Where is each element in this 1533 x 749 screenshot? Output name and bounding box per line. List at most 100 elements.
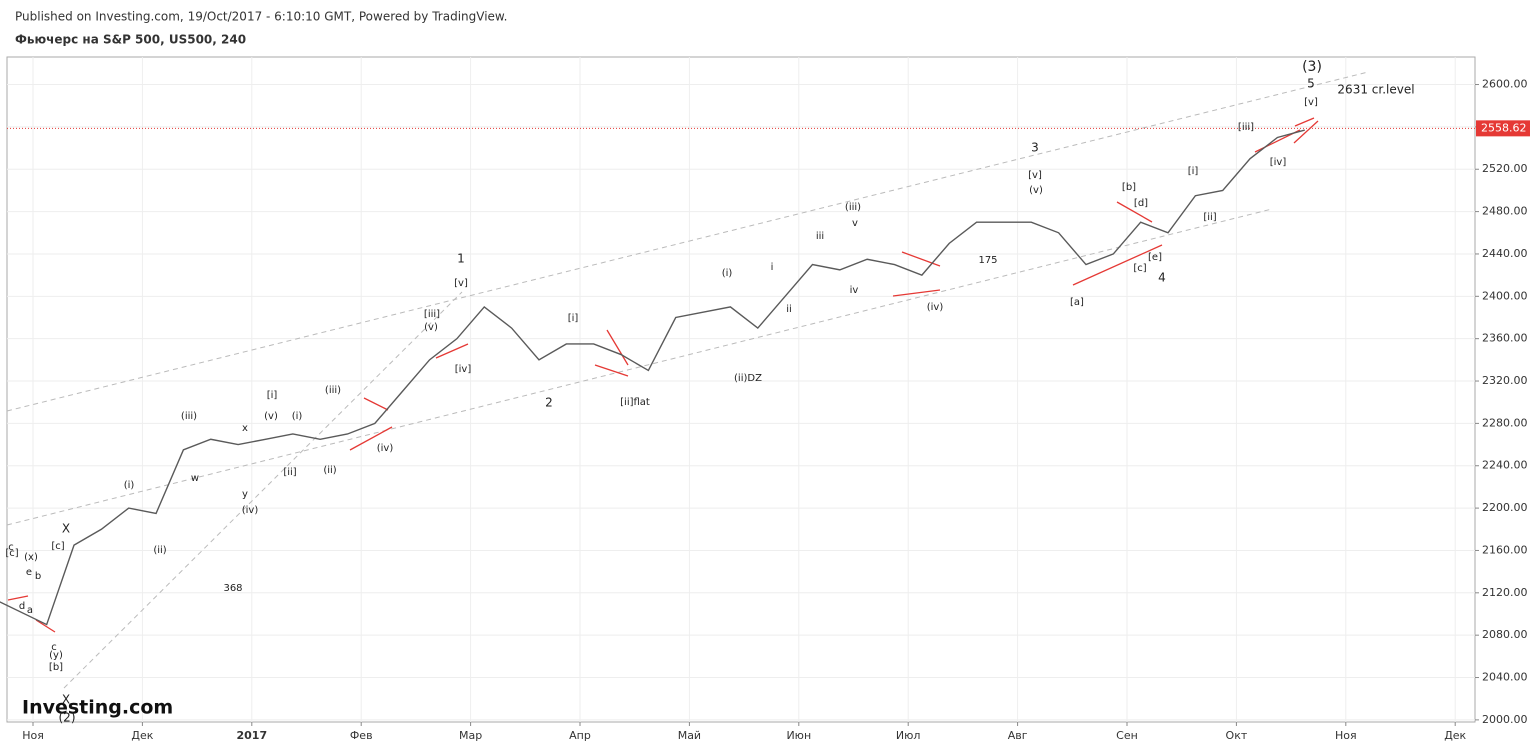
trend-segment	[901, 251, 941, 267]
wave-label: (iv)	[927, 302, 944, 313]
grid	[7, 57, 1475, 722]
y-tick-label: 2040.00	[1482, 671, 1528, 684]
wave-label: [b]	[49, 662, 63, 673]
wave-label: iv	[850, 285, 859, 296]
y-tick-label: 2600.00	[1482, 78, 1528, 91]
trend-segment	[7, 595, 29, 601]
trend-segment	[1293, 120, 1319, 144]
trend-segments	[7, 117, 1319, 633]
x-tick-label: Июл	[896, 729, 921, 742]
wave-label: (ii)DZ	[734, 373, 762, 384]
x-tick-label: Фев	[350, 729, 373, 742]
current-price-box	[1476, 120, 1530, 137]
published-note: Published on Investing.com, 19/Oct/2017 …	[15, 10, 507, 24]
wave-label: 175	[978, 255, 997, 266]
wave-label: [i]	[568, 313, 579, 324]
channel-line	[6, 208, 1273, 526]
wave-label: (2)	[59, 711, 76, 725]
wave-label: (iii)	[181, 411, 197, 422]
wave-label: [iv]	[1270, 157, 1287, 168]
x-tick-label: Дек	[131, 729, 153, 742]
wave-label: [b]	[1122, 182, 1136, 193]
wave-label: 368	[223, 583, 242, 594]
channel-lines	[6, 71, 1369, 689]
y-tick-label: 2240.00	[1482, 459, 1528, 472]
wave-label: [d]	[1134, 198, 1148, 209]
wave-label: c	[8, 542, 14, 553]
x-tick-label: Май	[678, 729, 701, 742]
x-tick-label: Апр	[569, 729, 591, 742]
wave-label: b	[35, 571, 41, 582]
wave-label: [c]	[1133, 263, 1146, 274]
channel-line	[63, 291, 463, 689]
trend-segment	[435, 343, 469, 359]
marks	[0, 129, 1305, 626]
wave-label: (x)	[24, 552, 38, 563]
wave-label: a	[27, 605, 33, 616]
wave-label: 3	[1031, 141, 1039, 155]
trend-segment	[349, 426, 393, 451]
wave-label: [iv]	[455, 364, 472, 375]
wave-label: (i)	[722, 268, 733, 279]
y-tick-label: 2080.00	[1482, 628, 1528, 641]
wave-label: ii	[786, 304, 792, 315]
wave-label: [v]	[454, 278, 468, 289]
trend-segment	[1072, 244, 1163, 286]
wave-label: (v)	[424, 322, 438, 333]
wave-label: (v)	[1029, 185, 1043, 196]
wave-label: 1	[457, 252, 465, 266]
wave-label: [i]	[1188, 166, 1199, 177]
wave-label: v	[852, 218, 858, 229]
trend-segment	[606, 329, 629, 366]
x-tick-label: 2017	[236, 729, 267, 742]
wave-label: 4	[1158, 271, 1166, 285]
trend-segment	[1116, 201, 1153, 223]
logo: Investing.com	[22, 697, 173, 719]
wave-label: [ii]	[1203, 212, 1216, 223]
trend-segment	[892, 289, 941, 297]
x-tick-label: Дек	[1444, 729, 1466, 742]
wave-label: [v]	[1028, 170, 1042, 181]
wave-label: (i)	[292, 411, 303, 422]
plot-frame	[6, 56, 1476, 723]
wave-label: iii	[816, 231, 824, 242]
wave-label: [i]	[267, 390, 278, 401]
trend-segment	[363, 397, 389, 411]
wave-label: 5	[1307, 77, 1315, 91]
price-line	[0, 129, 1305, 626]
wave-label: [iii]	[424, 309, 440, 320]
wave-label: [c]	[5, 548, 18, 559]
current-price-label: 2558.62	[1481, 121, 1527, 134]
wave-label: (iii)	[325, 385, 341, 396]
wave-label: y	[242, 489, 248, 500]
trend-segment	[1294, 117, 1315, 127]
wave-label: X	[62, 693, 70, 707]
x-tick-label: Авг	[1008, 729, 1028, 742]
y-tick-label: 2000.00	[1482, 713, 1528, 726]
x-tick-label: Июн	[786, 729, 811, 742]
wave-label: (iv)	[377, 443, 394, 454]
wave-label: [ii]	[283, 467, 296, 478]
y-tick-label: 2520.00	[1482, 162, 1528, 175]
wave-label: (i)	[124, 480, 135, 491]
wave-label: e	[26, 567, 32, 578]
trend-segment	[35, 619, 56, 633]
x-tick-label: Мар	[459, 729, 482, 742]
y-tick-label: 2200.00	[1482, 501, 1528, 514]
wave-label: [a]	[1070, 297, 1084, 308]
wave-label: 2631 cr.level	[1337, 83, 1414, 97]
y-tick-label: 2360.00	[1482, 332, 1528, 345]
wave-label: (3)	[1302, 59, 1322, 75]
wave-label: [e]	[1148, 252, 1162, 263]
wave-label: (iv)	[242, 505, 259, 516]
y-tick-label: 2320.00	[1482, 374, 1528, 387]
wave-label: (ii)	[153, 545, 166, 556]
wave-label: (v)	[264, 411, 278, 422]
wave-label: [ii]flat	[620, 397, 650, 408]
y-tick-label: 2400.00	[1482, 289, 1528, 302]
x-tick-label: Окт	[1226, 729, 1248, 742]
y-tick-label: 2120.00	[1482, 586, 1528, 599]
y-tick-label: 2440.00	[1482, 247, 1528, 260]
y-tick-label: 2480.00	[1482, 205, 1528, 218]
